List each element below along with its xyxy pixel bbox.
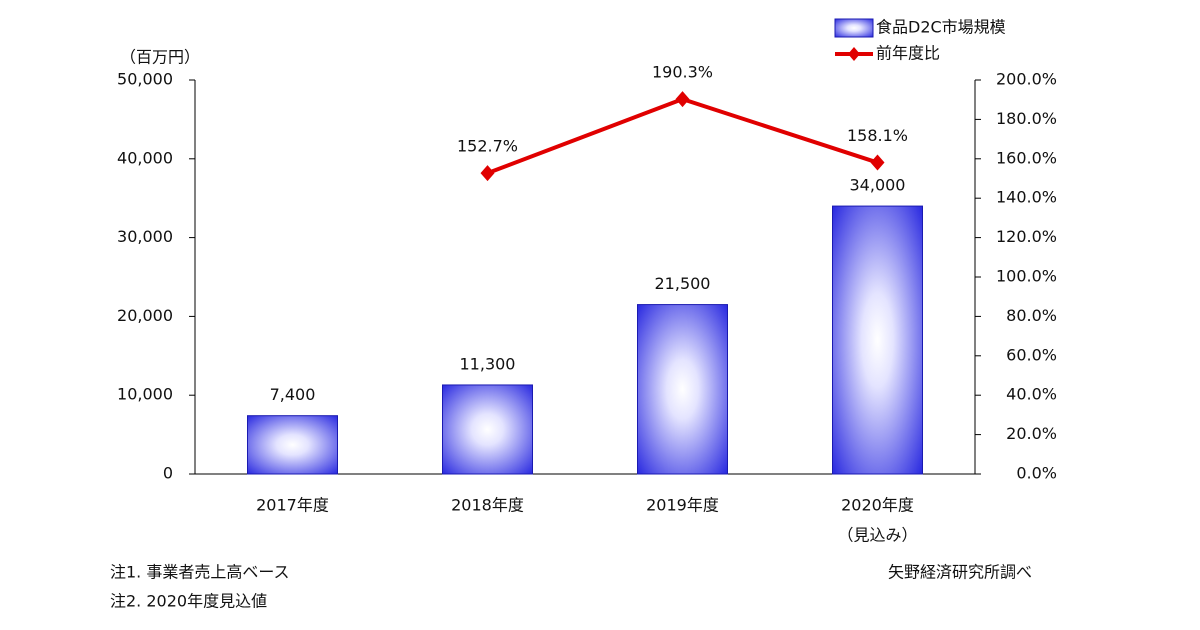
note: 注2. 2020年度見込値: [110, 592, 267, 611]
line: [486, 96, 879, 176]
x-tick-label: 2018年度: [451, 496, 524, 515]
y-tick-label: 50,000: [117, 70, 173, 89]
legend-swatch: [834, 18, 874, 38]
y2-tick-label: 160.0%: [996, 148, 1057, 167]
y2-tick-label: 180.0%: [996, 109, 1057, 128]
x-tick-note: （見込み）: [837, 526, 917, 545]
line-marker: [480, 165, 495, 182]
bar-value-label: 21,500: [655, 274, 711, 293]
y2-tick-label: 40.0%: [1006, 385, 1057, 404]
legend-marker: [848, 47, 860, 61]
y-axis-label: （百万円）: [120, 48, 200, 67]
y2-tick-label: 60.0%: [1006, 345, 1057, 364]
x-tick-label: 2019年度: [646, 496, 719, 515]
x-tick-label: 2017年度: [256, 496, 329, 515]
y-tick-label: 30,000: [117, 227, 173, 246]
line-value-label: 152.7%: [457, 137, 518, 156]
line-value-label: 190.3%: [652, 63, 713, 82]
y2-tick-label: 20.0%: [1006, 424, 1057, 443]
bar: [832, 205, 923, 475]
bar: [442, 384, 533, 475]
y2-tick-label: 0.0%: [1016, 464, 1057, 483]
y2-tick-label: 200.0%: [996, 70, 1057, 89]
x-tick-label: 2020年度: [841, 496, 914, 515]
source: 矢野経済研究所調べ: [888, 563, 1032, 582]
legend-label: 食品D2C市場規模: [876, 18, 1006, 37]
y2-tick-label: 140.0%: [996, 188, 1057, 207]
y-tick-label: 40,000: [117, 148, 173, 167]
y-tick-label: 10,000: [117, 385, 173, 404]
note: 注1. 事業者売上高ベース: [110, 563, 290, 582]
line-marker: [870, 154, 885, 171]
bar-value-label: 11,300: [460, 354, 516, 373]
bar: [637, 304, 728, 475]
line-value-label: 158.1%: [847, 126, 908, 145]
bar: [247, 415, 338, 475]
y2-tick-label: 80.0%: [1006, 306, 1057, 325]
y-tick-label: 20,000: [117, 306, 173, 325]
bar-value-label: 7,400: [270, 385, 316, 404]
y-tick-label: 0: [163, 464, 173, 483]
bar-value-label: 34,000: [850, 176, 906, 195]
line-marker: [675, 91, 690, 108]
legend-label: 前年度比: [876, 44, 940, 63]
y2-tick-label: 120.0%: [996, 227, 1057, 246]
y2-tick-label: 100.0%: [996, 267, 1057, 286]
